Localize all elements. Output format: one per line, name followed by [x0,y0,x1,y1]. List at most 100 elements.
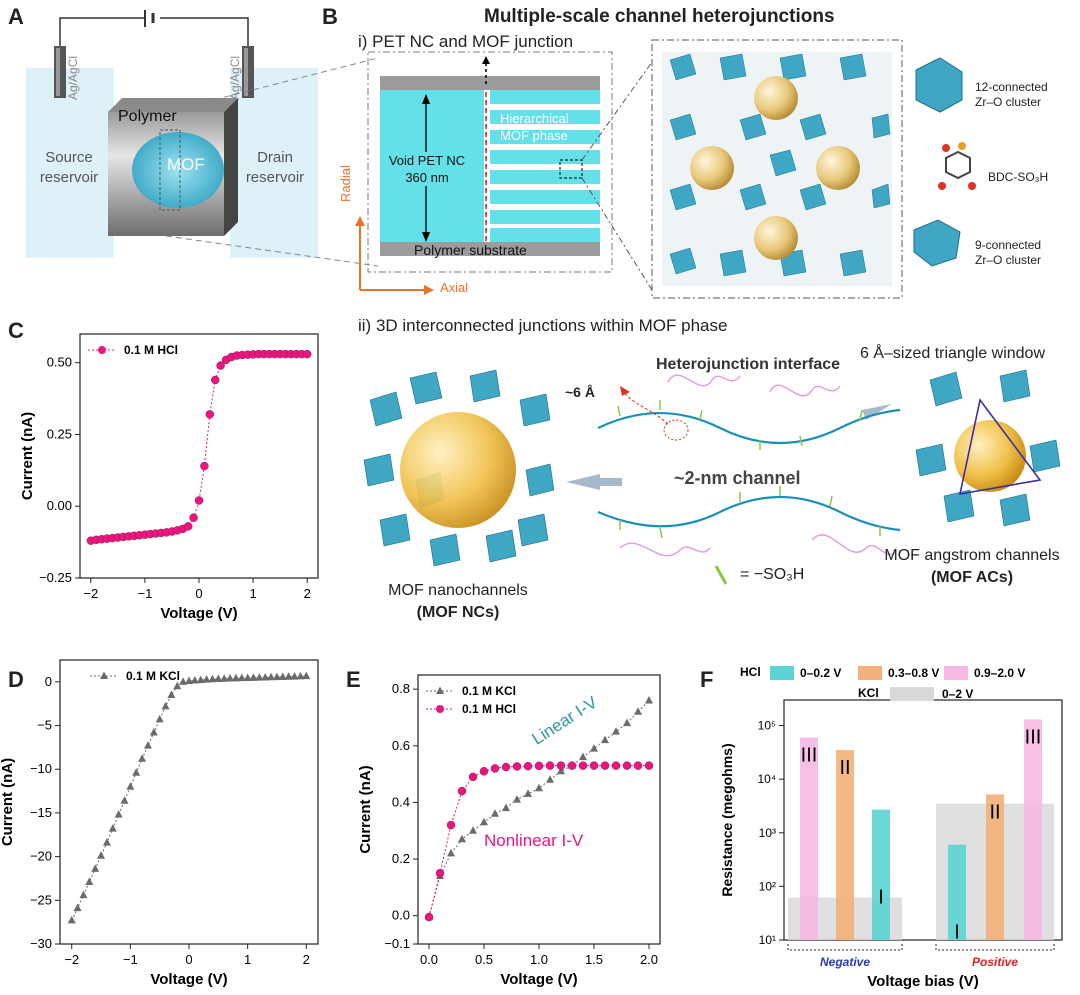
polymer-label: Polymer [118,108,177,125]
y-tick-label: 10¹ [759,933,776,947]
data-point [622,761,632,770]
mof-label: MOF [167,155,205,174]
data-point [91,864,100,872]
legend-label: 0–2 V [942,687,973,701]
data-point [120,796,129,804]
data-point [302,671,311,680]
x-tick-label: 0.5 [475,952,493,967]
axial-label: Axial [440,280,469,295]
data-point [179,677,188,685]
data-point [513,795,521,803]
two-nm-channel-label: ~2-nm channel [674,468,801,488]
data-point [633,761,643,770]
y-tick-label: 0.8 [392,681,410,696]
legend-swatch [770,666,794,680]
data-point [161,701,170,710]
data-point [579,752,587,761]
y-tick-label: 0.00 [47,498,72,513]
y-tick-label: −0.1 [384,936,410,951]
y-tick-label: 10² [759,879,776,893]
legend-label: 0.3–0.8 V [888,666,939,680]
data-point [523,761,533,771]
data-point [284,672,293,680]
legend-hcl-label: HCl [740,665,761,679]
resistance-bar [872,809,890,940]
data-point [208,674,217,683]
y-tick-label: −0.25 [39,570,72,585]
x-tick-label: 0 [195,586,202,601]
mof-ac-label: MOF angstrom channels (MOF ACs) [884,547,1060,586]
resistance-bar [800,737,818,940]
data-point [567,761,577,770]
data-point [85,877,94,885]
data-point [149,728,158,736]
bar-label: II [839,757,850,779]
x-tick-label: 0.0 [420,952,438,967]
data-point [446,820,456,830]
data-point [600,761,610,770]
x-tick-label: −1 [123,952,138,967]
resistance-bar [948,844,966,940]
legend-label: 0.1 M KCl [462,684,516,698]
x-tick-label: 0 [185,952,192,967]
x-tick-label: 2 [304,586,311,601]
panel-label-b: B [322,4,338,29]
x-tick-label: −1 [137,586,152,601]
data-point [167,690,176,698]
y-tick-label: −30 [30,936,52,951]
x-tick-label: −2 [64,952,79,967]
y-tick-label: −5 [37,718,52,733]
data-point [490,764,500,773]
y-tick-label: 0.25 [47,426,72,441]
data-point [645,695,653,704]
data-point [231,673,240,682]
void-pet-nc-label: Void PET NC 360 nm [384,152,470,186]
data-point [534,761,544,771]
data-point [214,674,223,683]
data-point [578,761,588,770]
data-point [202,675,211,683]
group-label: Positive [972,955,1018,969]
mof-nc-label: MOF nanochannels (MOF NCs) [388,582,528,621]
data-point [623,718,631,727]
data-point [185,676,193,684]
data-point [132,768,141,776]
triangle-window-label: 6 Å–sized triangle window [860,345,1045,362]
x-tick-label: 1.0 [530,952,548,967]
data-point [243,673,252,682]
panel-label-f: F [700,667,714,692]
data-point [535,783,543,792]
panel-label-e: E [346,667,361,692]
panel-b-title: Multiple-scale channel heterojunctions [484,6,835,27]
x-tick-label: −2 [83,586,98,601]
data-point [143,741,152,749]
bar-label: II [989,801,1000,823]
data-point [189,513,198,522]
y-tick-label: −25 [30,892,52,907]
data-point [491,809,499,817]
legend-marker [98,346,106,354]
legend-marker [100,671,108,679]
data-point [480,817,488,826]
data-point [155,714,164,723]
data-point [183,522,193,531]
bar-label: I [878,887,884,909]
legend-swatch [944,666,968,680]
panel-label-d: D [8,667,24,692]
drain-reservoir-label: Drain reservoir [245,149,305,186]
panel-b-sub-ii: ii) 3D interconnected junctions within M… [358,316,728,335]
x-axis-label: Voltage (V) [160,605,237,622]
data-point [458,834,466,843]
data-point [556,761,566,770]
data-point [102,838,111,846]
data-point [126,782,135,790]
bar-label: III [801,744,818,766]
data-point [108,824,117,832]
annotation-nonlinear: Nonlinear I-V [484,831,584,850]
data-point [469,826,477,834]
y-tick-label: 0 [45,674,52,689]
data-point [194,496,204,505]
data-point [249,673,258,681]
